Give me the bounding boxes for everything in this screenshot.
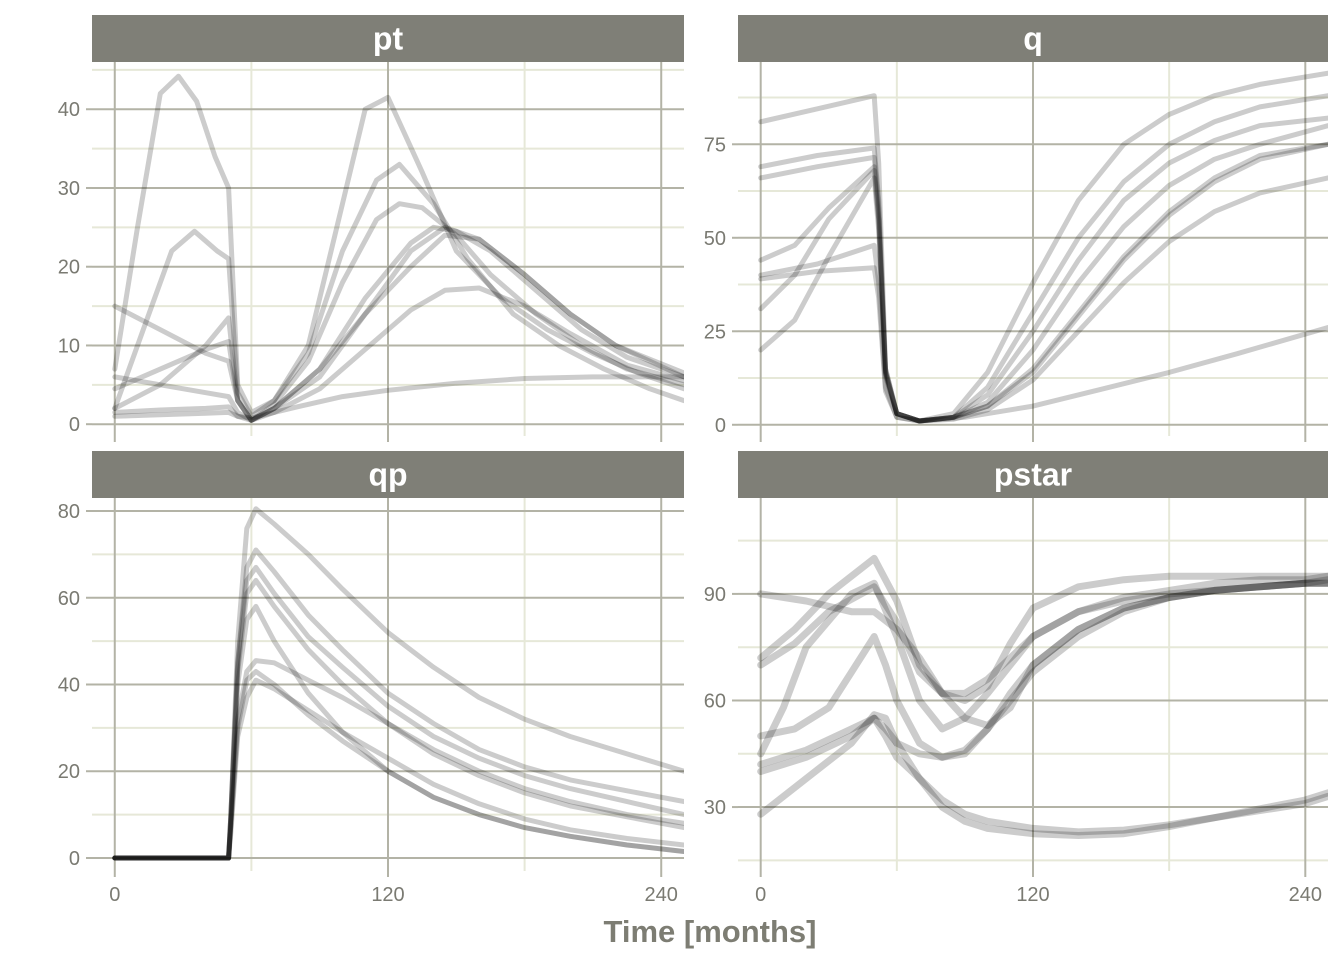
y-tick-label: 60	[704, 690, 726, 712]
panel-pt: 0 10 20 30 40 pt	[58, 15, 684, 442]
series-group	[112, 73, 684, 423]
y-tick-label: 90	[704, 584, 726, 606]
series-line-2	[757, 554, 1328, 704]
grid	[738, 62, 1328, 436]
y-tick-label: 40	[58, 675, 80, 697]
y-tick-label: 0	[69, 848, 80, 870]
series-line-1	[112, 73, 684, 415]
series-line-6	[758, 175, 1328, 424]
x-tick-label: 240	[645, 884, 678, 906]
y-tick-label: 25	[704, 321, 726, 343]
y-tick-label: 50	[704, 228, 726, 250]
y-tick-label: 30	[58, 178, 80, 200]
y-tick-label: 80	[58, 501, 80, 523]
series-line-7	[112, 285, 684, 423]
facet-strip-label: q	[1023, 21, 1043, 57]
series-line-7	[758, 141, 1328, 424]
facet-strip-label: pstar	[994, 457, 1072, 493]
grid	[92, 62, 684, 436]
y-tick-label: 20	[58, 257, 80, 279]
x-tick-label: 120	[1016, 884, 1049, 906]
x-tick-label: 120	[371, 884, 404, 906]
series-line-3	[112, 201, 684, 423]
y-tick-label: 75	[704, 134, 726, 156]
series-line-3	[112, 564, 684, 861]
grid	[92, 498, 684, 871]
series-line-6	[112, 224, 684, 423]
facet-strip-label: qp	[368, 457, 407, 493]
series-line-3	[757, 572, 1328, 697]
series-group	[757, 554, 1328, 839]
panel-q: 0 25 50 75 q	[704, 15, 1328, 442]
y-tick-label: 20	[58, 761, 80, 783]
series-line-6	[757, 579, 1328, 768]
series-line-5	[112, 603, 684, 861]
facet-strip	[738, 15, 1328, 62]
series-group	[758, 70, 1328, 424]
series-line-8	[758, 265, 1328, 424]
x-tick-label: 0	[109, 884, 120, 906]
series-line-2	[112, 161, 684, 419]
series-line-1	[758, 70, 1328, 424]
y-tick-label: 30	[704, 797, 726, 819]
series-line-4	[757, 579, 1328, 758]
series-line-4	[758, 123, 1328, 424]
y-tick-label: 60	[58, 588, 80, 610]
series-line-6	[112, 658, 684, 861]
series-line-4	[112, 577, 684, 861]
series-line-5	[758, 141, 1328, 424]
facet-strip	[92, 15, 684, 62]
series-line-2	[112, 547, 684, 861]
facet-strip	[738, 451, 1328, 498]
series-line-1	[112, 506, 684, 861]
panel-pstar: 30 60 90 0 120 240 pstar	[704, 451, 1328, 906]
panel-qp: 0 20 40 60 80 0 120 240 qp	[58, 451, 684, 906]
series-line-1	[757, 579, 1328, 729]
y-tick-label: 10	[58, 335, 80, 357]
series-line-5	[112, 232, 684, 423]
series-group	[112, 506, 684, 861]
series-line-7	[757, 714, 1328, 836]
series-line-7	[112, 669, 684, 861]
grid	[738, 498, 1328, 871]
series-line-8	[757, 711, 1328, 839]
series-line-8	[112, 374, 684, 421]
x-axis-title: Time [months]	[604, 914, 817, 949]
series-line-8	[112, 677, 684, 861]
facet-strip	[92, 451, 684, 498]
series-line-2	[758, 93, 1328, 424]
series-line-5	[757, 576, 1328, 761]
y-tick-label: 40	[58, 99, 80, 121]
series-line-3	[758, 115, 1328, 424]
series-line-4	[112, 224, 684, 423]
facet-strip-label: pt	[373, 21, 404, 57]
y-tick-label: 0	[69, 414, 80, 436]
x-tick-label: 240	[1289, 884, 1322, 906]
x-tick-label: 0	[755, 884, 766, 906]
y-tick-label: 0	[715, 415, 726, 437]
